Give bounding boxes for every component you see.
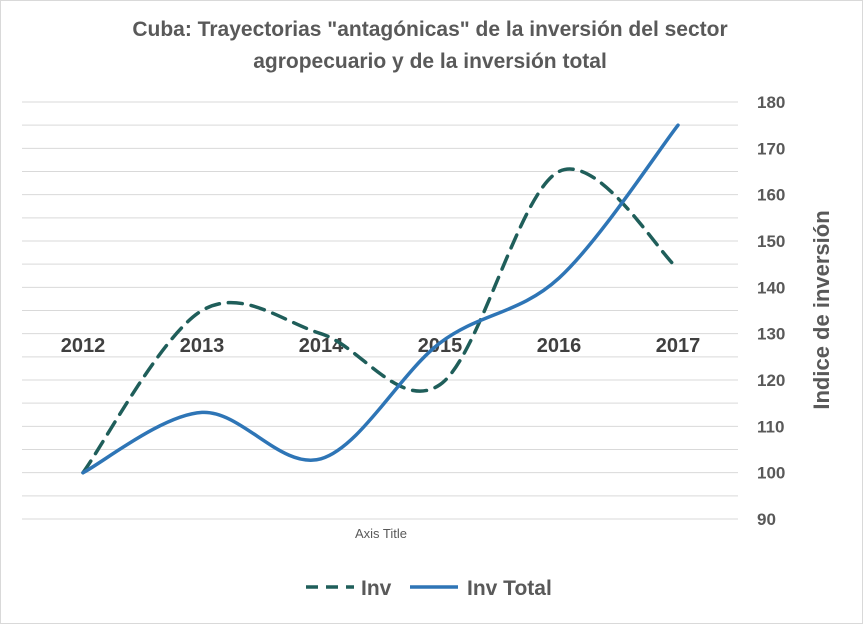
legend-label-inv: Inv: [361, 577, 392, 600]
chart-title-line-1: Cuba: Trayectorias "antagónicas" de la i…: [132, 18, 728, 41]
y-tick-label: 120: [757, 371, 785, 390]
x-tick-label: 2017: [656, 335, 701, 357]
series-line-inv-total: [81, 123, 680, 475]
y-tick-label: 160: [757, 186, 785, 205]
x-tick-label: 2015: [418, 335, 463, 357]
x-tick-labels: 2012 2013 2014 2015 2016 2017: [61, 335, 701, 357]
legend-label-inv-total: Inv Total: [467, 577, 552, 600]
gridlines: [22, 101, 738, 520]
y-axis-title: Indice de inversión: [809, 210, 834, 409]
y-tick-label: 180: [757, 93, 785, 112]
x-axis-title: Axis Title: [355, 526, 407, 541]
y-tick-label: 90: [757, 510, 776, 529]
x-tick-label: 2013: [180, 335, 225, 357]
legend: Inv Inv Total: [306, 577, 552, 600]
series-line-inv: [81, 167, 680, 475]
chart-title-line-2: agropecuario y de la inversión total: [253, 50, 607, 73]
y-tick-label: 130: [757, 325, 785, 344]
y-tick-label: 170: [757, 139, 785, 158]
x-tick-label: 2016: [537, 335, 582, 357]
y-tick-labels: 90 100 110 120 130 140 150 160 170 180: [757, 93, 785, 529]
y-tick-label: 100: [757, 464, 785, 483]
y-tick-label: 110: [757, 417, 784, 436]
y-tick-label: 150: [757, 232, 785, 251]
y-tick-label: 140: [757, 278, 785, 297]
series-lines: [81, 123, 680, 475]
x-tick-label: 2014: [299, 335, 344, 357]
x-tick-label: 2012: [61, 335, 106, 357]
